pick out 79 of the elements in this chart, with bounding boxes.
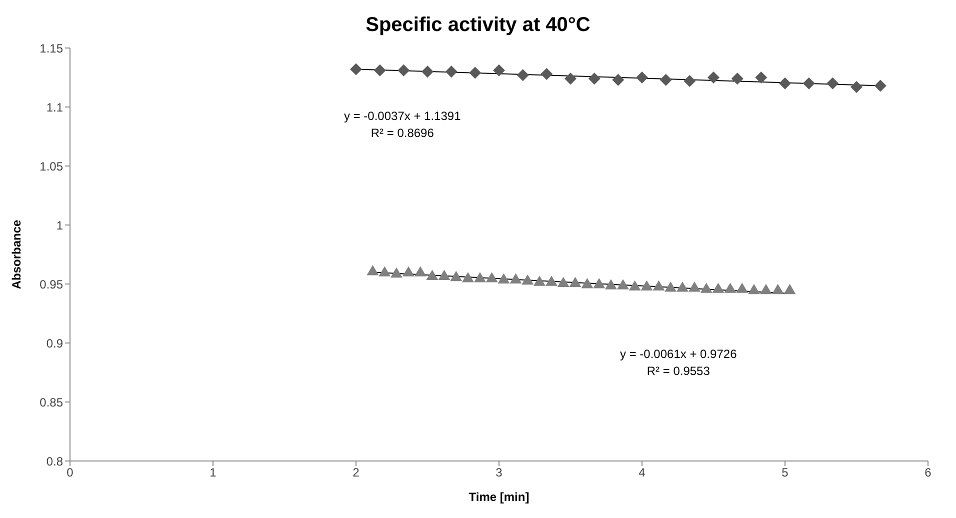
point (390, 267, 402, 278)
point (850, 80, 862, 93)
x-tick-label: 1 (210, 466, 217, 480)
point (426, 270, 438, 280)
y-tick-label: 1.05 (40, 159, 64, 174)
point (612, 74, 624, 86)
point (516, 69, 529, 82)
point (779, 77, 791, 90)
point (700, 282, 712, 293)
point (708, 72, 720, 84)
y-tick-label: 1 (56, 218, 64, 232)
annotation: y = -0.0037x + 1.1391 R² = 0.8696 (344, 108, 461, 142)
y-tick-label: 1.1 (46, 100, 64, 114)
x-tick-label: 5 (782, 466, 789, 480)
point (445, 66, 458, 78)
point (874, 80, 886, 92)
point (684, 75, 696, 88)
point (545, 276, 558, 286)
point (772, 284, 784, 294)
point (581, 278, 594, 288)
annotation: y = -0.0061x + 0.9726 R² = 0.9553 (620, 346, 737, 380)
point (474, 272, 486, 282)
x-tick-label: 4 (638, 466, 646, 480)
point (469, 66, 482, 79)
point (712, 282, 724, 293)
point (660, 74, 672, 86)
point (760, 284, 772, 294)
point (350, 63, 362, 76)
point (557, 276, 570, 288)
y-tick-label: 0.85 (40, 395, 64, 410)
point (731, 72, 744, 85)
point (616, 279, 629, 290)
point (569, 276, 582, 288)
point (736, 282, 748, 293)
point (498, 273, 510, 284)
y-tick-label: 0.9 (46, 336, 64, 350)
point (486, 272, 498, 282)
point (593, 278, 606, 288)
point (540, 68, 553, 80)
point (652, 280, 665, 291)
point (462, 272, 474, 282)
point (724, 282, 736, 293)
point (510, 273, 522, 284)
x-tick-label: 0 (66, 466, 74, 480)
point (366, 265, 379, 276)
x-axis-title: Time [min] (468, 490, 530, 504)
point (802, 77, 815, 90)
point (438, 270, 450, 280)
point (402, 266, 414, 276)
point (450, 270, 462, 282)
point (640, 280, 653, 291)
point (784, 284, 796, 294)
y-tick-label: 0.8 (46, 454, 64, 468)
point (628, 280, 641, 291)
x-tick-label: 3 (496, 466, 503, 480)
point (398, 64, 410, 76)
chart-title: Specific activity at 40°C (364, 14, 592, 37)
point (664, 282, 677, 292)
point (826, 77, 839, 90)
point (374, 64, 386, 76)
point (533, 276, 546, 286)
point (522, 274, 534, 285)
point (378, 266, 391, 276)
x-tick-label: 6 (924, 466, 932, 480)
point (588, 72, 600, 85)
y-tick-label: 0.95 (40, 277, 64, 292)
y-axis-title: Absorbance (9, 220, 24, 290)
point (748, 284, 760, 294)
point (755, 72, 768, 84)
point (422, 66, 434, 78)
point (493, 64, 505, 76)
y-tick-label: 1.15 (40, 41, 64, 56)
point (414, 266, 426, 276)
x-tick-label: 2 (352, 466, 360, 480)
point (636, 72, 648, 84)
point (604, 279, 617, 290)
point (688, 282, 700, 292)
point (676, 282, 688, 292)
point (564, 72, 576, 85)
